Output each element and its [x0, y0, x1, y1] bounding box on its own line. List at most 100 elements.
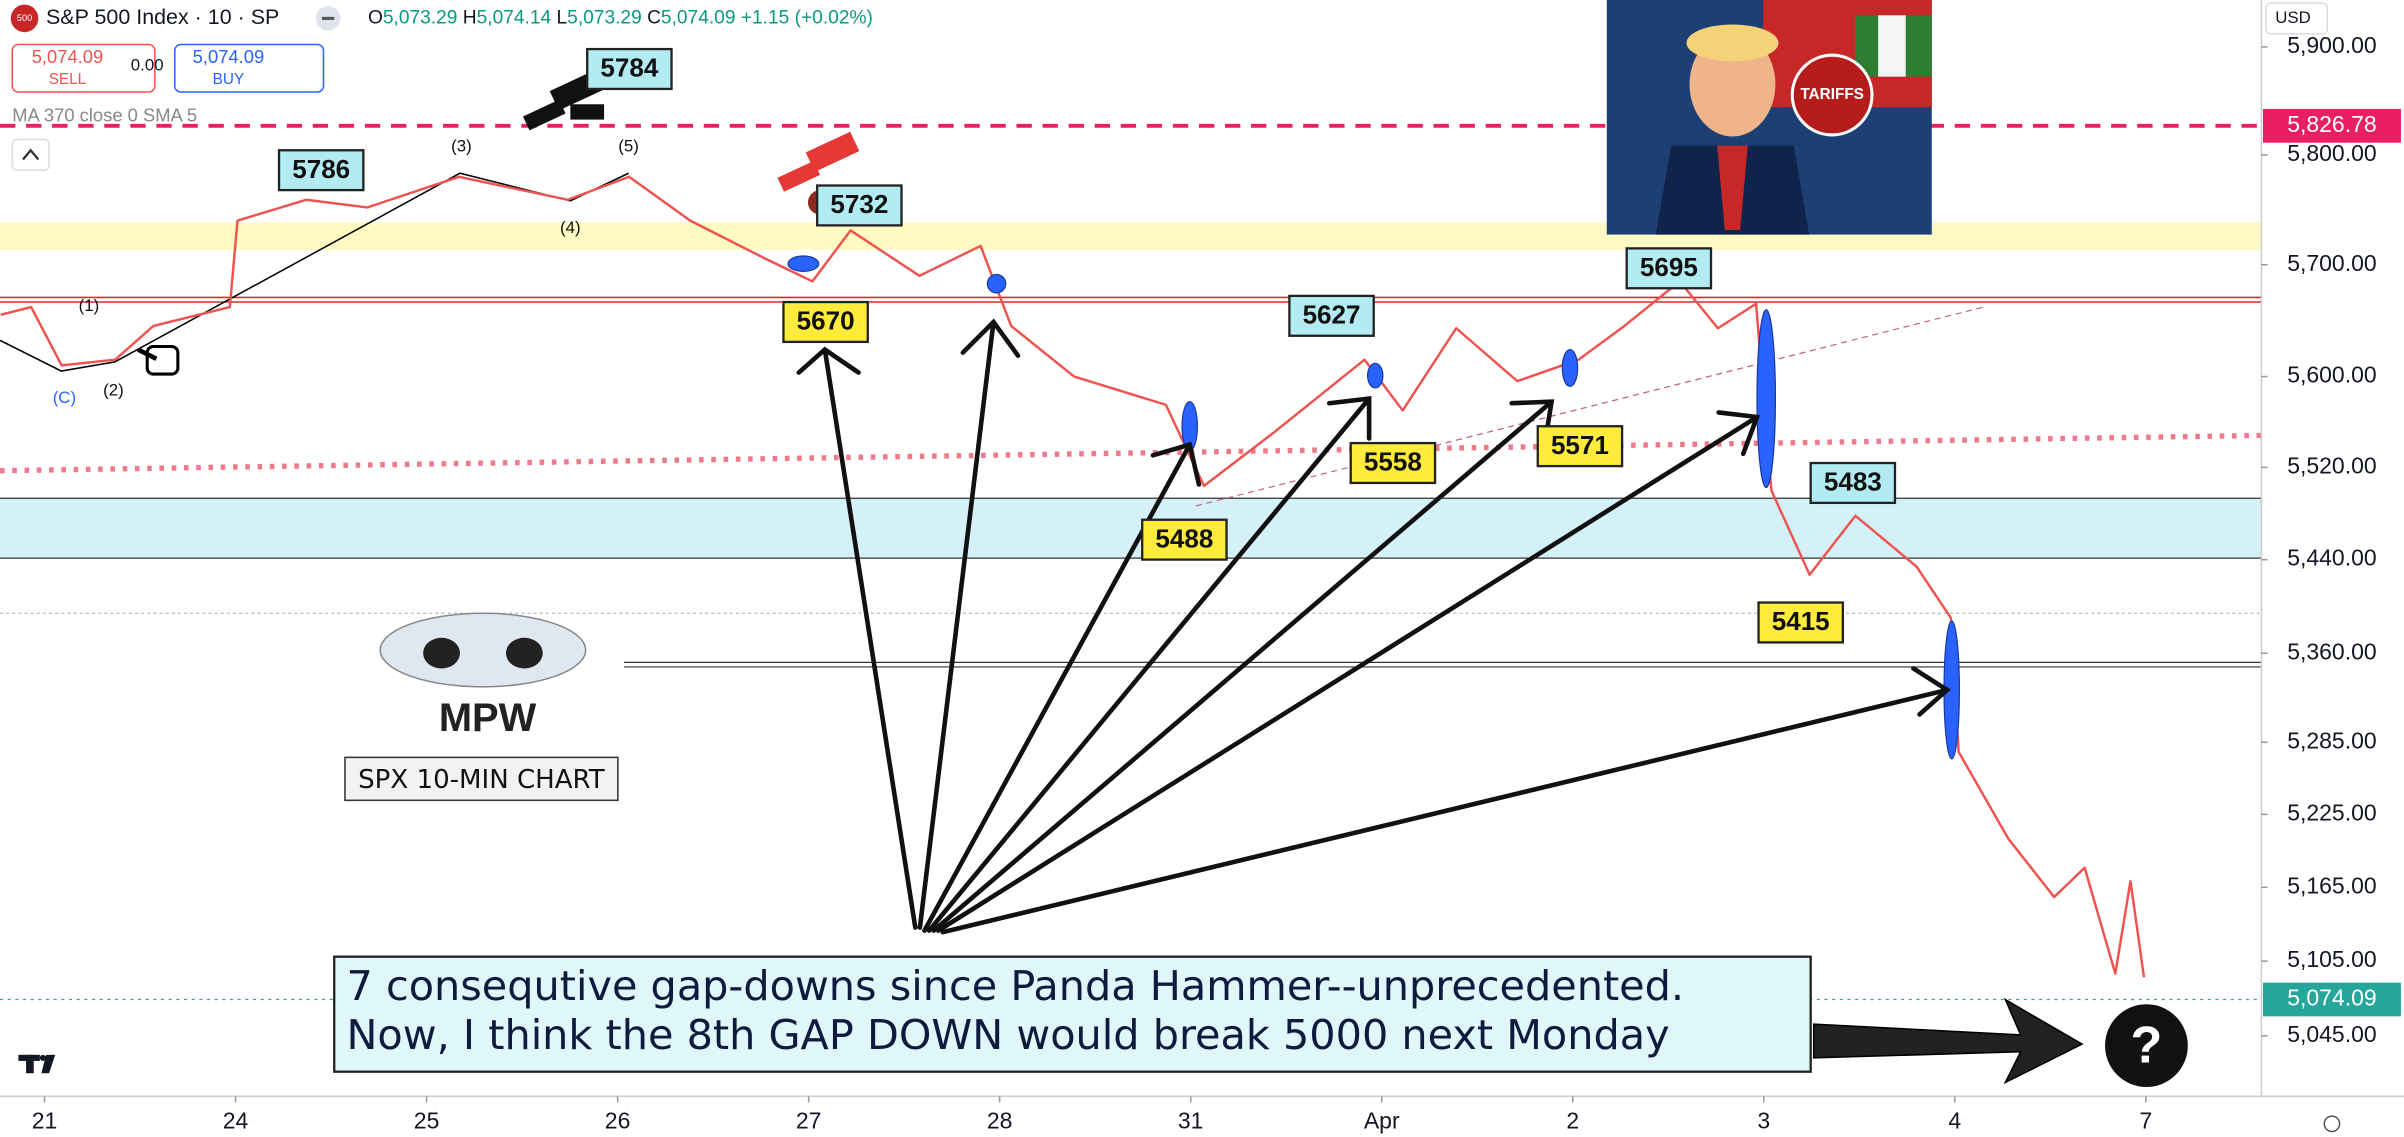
collapse-legend[interactable]	[11, 138, 50, 171]
x-tick-label: 26	[605, 1107, 631, 1133]
wave-label: (C)	[53, 388, 76, 407]
currency: USD	[2275, 8, 2311, 27]
indicator: MA 370 close 0 SMA 5	[12, 104, 197, 125]
annotation-box	[782, 300, 869, 344]
big-arrow	[1812, 997, 2084, 1085]
ohlc-value: 5,074.14	[477, 7, 552, 28]
annotation: 5784	[600, 53, 658, 83]
sell-price: 5,074.09	[32, 46, 104, 67]
gap-marker	[1366, 362, 1384, 389]
arrow	[940, 687, 1950, 935]
image-text: TARIFFS	[1800, 86, 1864, 103]
arrow	[931, 399, 1554, 933]
ohlc-key: O	[368, 7, 383, 28]
ohlc-key: C	[647, 7, 661, 28]
annotation-box	[1141, 518, 1228, 561]
x-tick-label: 25	[414, 1107, 440, 1133]
annotation-box	[1349, 441, 1437, 485]
y-tick-label: 5,600.00	[2287, 362, 2376, 388]
y-tick-label: 5,900.00	[2287, 32, 2376, 58]
arrow-head	[796, 346, 861, 375]
dotted-level	[0, 432, 2262, 474]
arrow-head	[960, 318, 1021, 358]
sell-label: SELL	[49, 71, 87, 88]
wave-label: (3)	[451, 137, 472, 156]
buy-label: BUY	[213, 71, 245, 88]
settings-icon[interactable]	[2323, 1115, 2341, 1133]
brand: MPW	[439, 696, 537, 740]
y-tick-label: 5,285.00	[2287, 727, 2376, 753]
arrow-head	[1911, 666, 1951, 717]
gap-marker	[1561, 348, 1579, 387]
y-tick-label: 5,105.00	[2287, 946, 2376, 972]
annotation-box	[1288, 294, 1375, 337]
x-tick-label: 3	[1757, 1107, 1770, 1133]
price-label-box	[2262, 108, 2401, 143]
annotation-box	[1625, 247, 1713, 290]
currency-box[interactable]	[2265, 2, 2329, 35]
caption-box	[344, 756, 619, 802]
ohlc-change: +1.15 (+0.02%)	[741, 7, 873, 28]
arrow	[917, 319, 996, 930]
y-tick-label: 5,045.00	[2287, 1021, 2376, 1047]
ohlc-key: L	[557, 7, 568, 28]
x-tick-label: 27	[796, 1107, 822, 1133]
symbol-title: S&P 500 Index · 10 · SP	[46, 5, 279, 29]
annotation: 5670	[797, 306, 855, 336]
arrow	[926, 396, 1372, 933]
annotation-box	[1809, 461, 1897, 505]
symbol-logo	[10, 4, 39, 33]
annotation-box	[1757, 601, 1845, 644]
ohlc-value: 5,073.29	[383, 7, 458, 28]
gap-marker	[1756, 309, 1777, 489]
ohlc-key: H	[463, 7, 477, 28]
x-tick-label: 28	[987, 1107, 1013, 1133]
message-line: Now, I think the 8th GAP DOWN would brea…	[346, 1011, 1669, 1059]
annotation: 5627	[1303, 299, 1361, 329]
wave-label: (4)	[560, 218, 581, 237]
annotation: 5695	[1640, 252, 1698, 282]
symbol-logo-text: 500	[17, 13, 32, 23]
ohlc: O5,073.29 H5,074.14 L5,073.29 C5,074.09 …	[368, 7, 873, 28]
y-tick-label: 5,520.00	[2287, 453, 2376, 479]
panda-logo	[379, 612, 587, 688]
gap-marker	[787, 255, 820, 272]
arrows	[796, 318, 1951, 935]
y-tick-label: 5,440.00	[2287, 545, 2376, 571]
y-tick-label: 5,700.00	[2287, 250, 2376, 276]
news-image: TARIFFS	[1606, 0, 1932, 235]
wave-label: (5)	[618, 137, 639, 156]
x-tick-label: 21	[32, 1107, 58, 1133]
y-tick-label: 5,225.00	[2287, 799, 2376, 825]
annotation-box	[1536, 425, 1624, 468]
panda-eye	[505, 637, 543, 669]
sell-button[interactable]	[11, 43, 156, 93]
annotation: 5415	[1772, 606, 1830, 636]
annotation: 5732	[830, 189, 888, 219]
y-tick-label: 5,165.00	[2287, 872, 2376, 898]
ohlc-value: 5,073.29	[567, 7, 642, 28]
annotation: 5558	[1364, 447, 1422, 477]
x-tick-label: 31	[1178, 1107, 1204, 1133]
y-tick-label: 5,800.00	[2287, 140, 2376, 166]
gap-markers	[787, 255, 1960, 760]
annotation-box	[816, 184, 903, 227]
x-tick-label: 4	[1948, 1107, 1961, 1133]
price-label: 5,074.09	[2287, 985, 2376, 1011]
x-tick-label: 7	[2139, 1107, 2152, 1133]
price-line	[0, 175, 2146, 978]
annotation: 5488	[1155, 523, 1213, 553]
message-box	[333, 955, 1812, 1073]
price-label-box	[2262, 982, 2401, 1017]
x-tick-label: Apr	[1364, 1107, 1400, 1133]
gap-marker	[986, 273, 1007, 294]
chevron	[22, 148, 40, 161]
arrow-head	[1716, 410, 1761, 457]
wave-label: (2)	[103, 380, 124, 399]
trend-line	[1195, 306, 1986, 507]
hand-icon	[136, 344, 180, 376]
buy-button[interactable]	[174, 43, 325, 93]
spread: 0.00	[131, 55, 164, 74]
